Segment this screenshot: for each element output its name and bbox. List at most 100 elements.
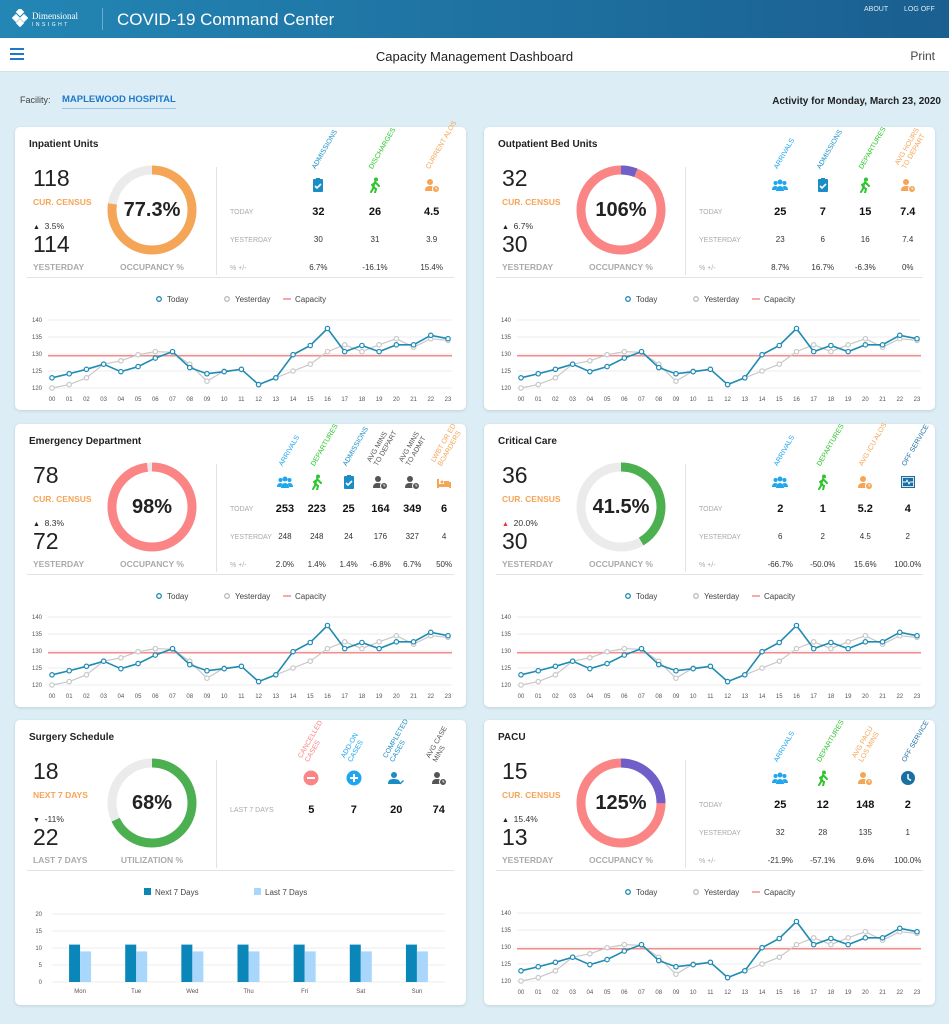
legend-label[interactable]: Yesterday	[704, 888, 739, 897]
yesterday-point[interactable]	[776, 954, 783, 961]
yesterday-point[interactable]	[49, 682, 55, 688]
today-point[interactable]	[776, 342, 783, 349]
today-point[interactable]	[410, 639, 417, 645]
yesterday-point[interactable]	[621, 941, 628, 948]
bar-next-7-days[interactable]	[237, 944, 249, 982]
today-point[interactable]	[828, 935, 834, 942]
today-point[interactable]	[690, 368, 696, 375]
today-point[interactable]	[845, 348, 851, 355]
yesterday-point[interactable]	[290, 368, 296, 374]
legend-label[interactable]: Capacity	[764, 295, 795, 304]
today-point[interactable]	[83, 663, 90, 670]
today-point[interactable]	[879, 935, 886, 941]
today-point[interactable]	[445, 335, 451, 342]
bar-last-7-days[interactable]	[360, 951, 372, 982]
today-point[interactable]	[845, 645, 851, 652]
yesterday-point[interactable]	[324, 645, 331, 652]
today-point[interactable]	[204, 667, 210, 674]
today-point[interactable]	[724, 381, 731, 388]
today-point[interactable]	[49, 375, 55, 381]
legend-marker-today[interactable]	[625, 296, 631, 302]
today-point[interactable]	[66, 370, 73, 377]
today-point[interactable]	[569, 658, 576, 665]
bar-next-7-days[interactable]	[181, 944, 193, 982]
today-point[interactable]	[828, 342, 834, 349]
yesterday-point[interactable]	[828, 645, 834, 652]
yesterday-point[interactable]	[621, 645, 628, 652]
today-point[interactable]	[290, 351, 296, 358]
legend-label[interactable]: Yesterday	[704, 592, 739, 601]
legend-label[interactable]: Last 7 Days	[265, 888, 307, 897]
yesterday-point[interactable]	[307, 361, 314, 368]
today-point[interactable]	[638, 941, 645, 948]
today-point[interactable]	[587, 961, 593, 968]
yesterday-point[interactable]	[810, 935, 817, 941]
facility-selector[interactable]: MAPLEWOOD HOSPITAL	[62, 94, 176, 109]
yesterday-point[interactable]	[518, 385, 524, 391]
legend-label[interactable]: Capacity	[764, 888, 795, 897]
bar-last-7-days[interactable]	[304, 951, 316, 982]
today-point[interactable]	[393, 342, 400, 348]
yesterday-point[interactable]	[673, 675, 679, 682]
today-point[interactable]	[707, 959, 714, 966]
today-point[interactable]	[914, 928, 920, 935]
today-point[interactable]	[862, 639, 869, 645]
today-point[interactable]	[690, 665, 696, 672]
yesterday-point[interactable]	[393, 335, 400, 342]
today-point[interactable]	[707, 366, 714, 373]
today-point[interactable]	[621, 355, 628, 361]
today-point[interactable]	[518, 968, 524, 974]
today-point[interactable]	[879, 639, 886, 645]
yesterday-point[interactable]	[552, 672, 559, 678]
today-point[interactable]	[862, 342, 869, 348]
today-point[interactable]	[359, 639, 365, 646]
today-point[interactable]	[535, 370, 542, 377]
today-point[interactable]	[896, 332, 903, 339]
legend-marker-yesterday[interactable]	[693, 296, 699, 302]
today-point[interactable]	[204, 370, 210, 377]
today-point[interactable]	[118, 368, 124, 375]
bar-next-7-days[interactable]	[125, 944, 137, 982]
yesterday-point[interactable]	[587, 358, 593, 364]
today-point[interactable]	[221, 368, 227, 375]
today-point[interactable]	[879, 342, 886, 348]
today-point[interactable]	[810, 645, 817, 652]
legend-label[interactable]: Today	[636, 888, 657, 897]
yesterday-point[interactable]	[845, 342, 851, 348]
today-point[interactable]	[810, 941, 817, 948]
yesterday-point[interactable]	[535, 974, 542, 981]
today-point[interactable]	[152, 355, 159, 361]
today-point[interactable]	[518, 672, 524, 678]
today-point[interactable]	[862, 935, 869, 941]
today-point[interactable]	[135, 363, 141, 370]
today-point[interactable]	[742, 968, 748, 974]
legend-label[interactable]: Capacity	[295, 295, 326, 304]
legend-marker-today[interactable]	[625, 889, 631, 895]
yesterday-point[interactable]	[135, 648, 141, 655]
today-point[interactable]	[707, 663, 714, 670]
yesterday-point[interactable]	[587, 951, 593, 957]
bar-last-7-days[interactable]	[192, 951, 204, 982]
today-point[interactable]	[290, 648, 296, 655]
today-point[interactable]	[410, 342, 417, 348]
legend-marker-yesterday[interactable]	[224, 296, 230, 302]
about-link[interactable]: ABOUT	[864, 6, 889, 13]
today-point[interactable]	[621, 948, 628, 954]
today-point[interactable]	[724, 974, 731, 981]
yesterday-point[interactable]	[66, 678, 73, 685]
yesterday-point[interactable]	[810, 342, 817, 348]
yesterday-point[interactable]	[376, 639, 382, 645]
today-point[interactable]	[221, 665, 227, 672]
today-point[interactable]	[914, 335, 920, 342]
yesterday-point[interactable]	[673, 971, 679, 978]
yesterday-point[interactable]	[135, 351, 141, 358]
today-point[interactable]	[759, 944, 765, 951]
yesterday-point[interactable]	[49, 385, 55, 391]
yesterday-point[interactable]	[118, 358, 124, 364]
yesterday-point[interactable]	[759, 368, 765, 374]
legend-label[interactable]: Yesterday	[704, 295, 739, 304]
today-point[interactable]	[100, 361, 107, 368]
today-point[interactable]	[273, 375, 279, 381]
bar-last-7-days[interactable]	[416, 951, 428, 982]
yesterday-point[interactable]	[845, 639, 851, 645]
